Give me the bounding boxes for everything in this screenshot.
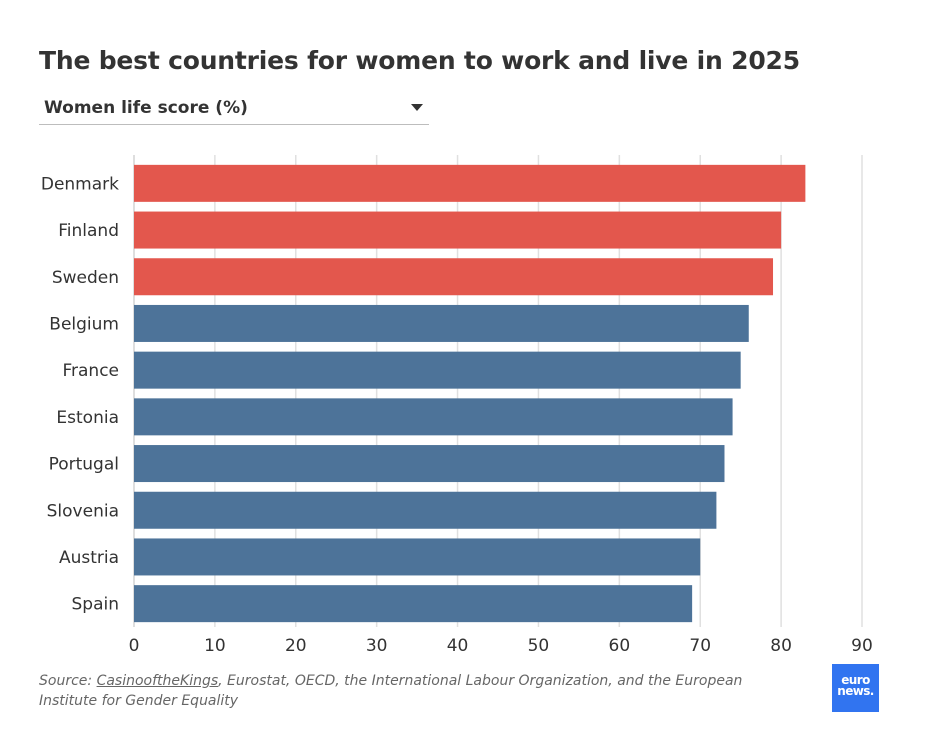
source-prefix: Source: [39,673,97,689]
category-label: Slovenia [47,501,119,521]
source-rest: , Eurostat, OECD, the International Labo… [39,673,743,709]
x-axis-ticks: 0 10 20 30 40 50 60 70 80 90 [129,636,873,655]
bar-finland[interactable] [134,211,782,249]
x-tick-label: 60 [609,636,631,655]
category-label: France [62,361,119,381]
bar-spain[interactable] [134,585,693,623]
bars [134,164,806,623]
category-label: Portugal [49,455,119,475]
bar-estonia[interactable] [134,398,733,436]
logo-line-1: euro [841,673,870,687]
category-label: Spain [72,595,120,615]
category-label: Austria [59,548,119,568]
metric-dropdown[interactable]: Women life score (%) [39,90,429,125]
logo-line-2: news. [837,684,874,698]
bar-slovenia[interactable] [134,491,717,529]
bar-chart: Denmark Finland Sweden Belgium France Estonia… [41,155,873,655]
x-tick-label: 10 [204,636,226,655]
x-tick-label: 70 [689,636,711,655]
source-link[interactable]: CasinooftheKings [96,673,219,689]
category-label: Belgium [49,314,119,334]
x-tick-label: 80 [770,636,792,655]
x-tick-label: 30 [366,636,388,655]
bar-sweden[interactable] [134,258,774,296]
bar-portugal[interactable] [134,445,725,483]
chevron-down-icon[interactable] [411,104,423,111]
euronews-logo: euro news. [832,664,879,712]
x-tick-label: 20 [285,636,307,655]
x-tick-label: 0 [129,636,140,655]
category-label: Estonia [56,408,119,428]
dropdown-selected-value: Women life score (%) [44,98,248,118]
category-label: Sweden [52,268,119,288]
bar-france[interactable] [134,351,741,389]
source-note: Source: CasinooftheKings, Eurostat, OECD… [39,671,799,711]
x-tick-label: 50 [528,636,550,655]
chart-title: The best countries for women to work and… [39,46,800,75]
category-label: Denmark [41,174,119,194]
x-tick-label: 40 [447,636,469,655]
x-tick-label: 90 [851,636,873,655]
category-labels: Denmark Finland Sweden Belgium France Estonia… [41,174,119,614]
bar-denmark[interactable] [134,164,806,202]
bar-austria[interactable] [134,538,701,576]
bar-belgium[interactable] [134,304,749,342]
category-label: Finland [58,221,119,241]
